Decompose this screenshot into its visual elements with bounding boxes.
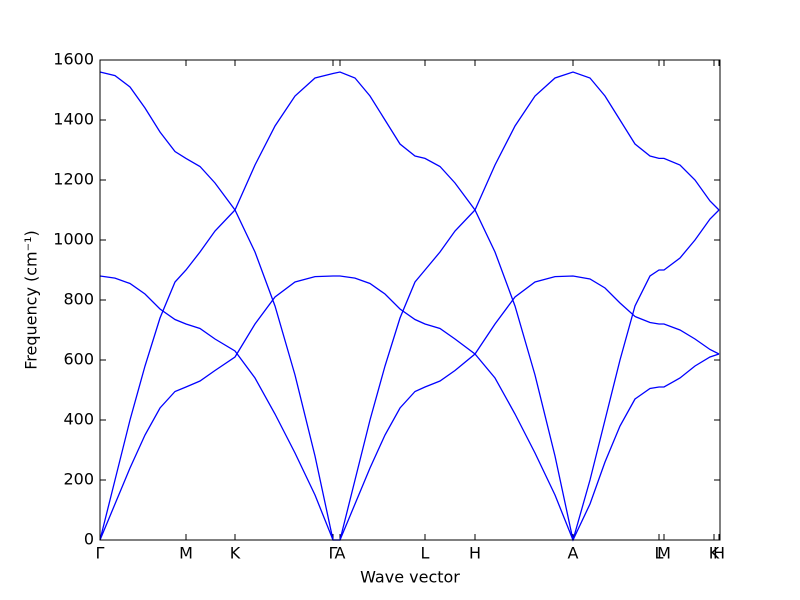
y-tick-label: 800 bbox=[63, 290, 94, 309]
plot-frame bbox=[99, 59, 721, 541]
y-tick-label: 1000 bbox=[53, 230, 94, 249]
x-tick-label: Γ bbox=[96, 544, 105, 563]
band-line bbox=[99, 275, 720, 542]
y-tick-label: 600 bbox=[63, 350, 94, 369]
x-tick-label: A bbox=[568, 544, 579, 563]
x-tick-label: H bbox=[469, 544, 481, 563]
x-tick-label: K bbox=[230, 544, 241, 563]
x-tick-label: M bbox=[179, 544, 193, 563]
band-line bbox=[99, 275, 720, 541]
y-tick-label: 1200 bbox=[53, 170, 94, 189]
y-tick-label: 1400 bbox=[53, 110, 94, 129]
y-tick-label: 0 bbox=[84, 530, 94, 549]
band-line bbox=[99, 71, 720, 541]
x-tick-label: K bbox=[709, 544, 720, 563]
x-tick-label: L bbox=[421, 544, 430, 563]
y-tick-label: 200 bbox=[63, 470, 94, 489]
x-tick-label: A bbox=[335, 544, 346, 563]
y-tick-label: 1600 bbox=[53, 50, 94, 69]
y-axis-label: Frequency (cm⁻¹) bbox=[22, 230, 41, 369]
x-tick-label: H bbox=[713, 544, 725, 563]
x-axis-label: Wave vector bbox=[360, 568, 460, 587]
x-tick-label: Γ bbox=[329, 544, 338, 563]
y-tick-label: 400 bbox=[63, 410, 94, 429]
band-line bbox=[99, 71, 720, 541]
x-tick-label: M bbox=[657, 544, 671, 563]
x-tick-label: L bbox=[655, 544, 664, 563]
